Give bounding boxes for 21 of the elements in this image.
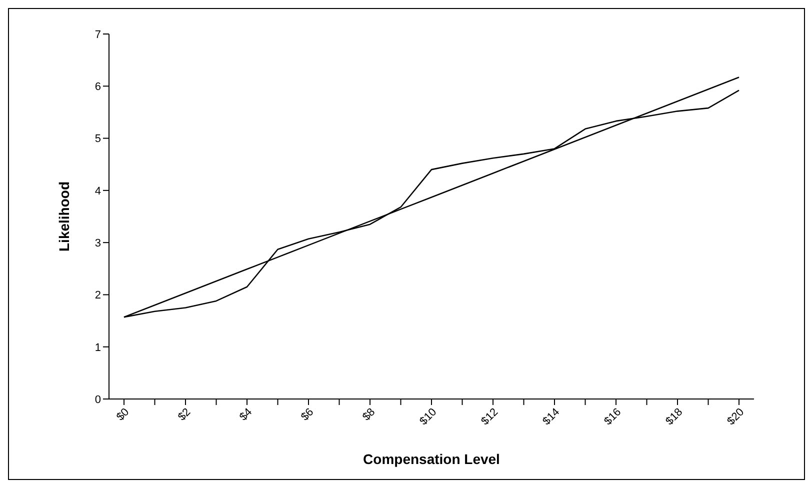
y-tick-label: 5 [94, 133, 101, 146]
x-tick-label: $10 [418, 406, 440, 428]
y-tick-label: 0 [94, 394, 101, 406]
x-tick-label: $2 [176, 406, 194, 424]
y-tick-label: 6 [94, 81, 101, 94]
y-tick-label: 4 [94, 185, 101, 198]
x-tick-label: $6 [298, 406, 316, 424]
y-tick-label: 3 [94, 237, 101, 250]
y-tick-label: 7 [94, 28, 101, 41]
x-tick-label: $20 [725, 406, 747, 428]
x-tick-label: $4 [237, 406, 255, 424]
y-tick-label: 1 [94, 342, 101, 354]
x-tick-label: $0 [114, 406, 132, 424]
x-tick-label: $16 [602, 406, 624, 428]
y-axis-title: Likelihood [56, 182, 72, 252]
x-tick-label: $12 [479, 406, 501, 428]
x-axis-title: Compensation Level [363, 451, 500, 467]
y-tick-label: 2 [94, 290, 101, 302]
x-tick-label: $8 [360, 406, 378, 424]
x-tick-label: $14 [540, 406, 562, 428]
x-tick-label: $18 [664, 406, 686, 428]
